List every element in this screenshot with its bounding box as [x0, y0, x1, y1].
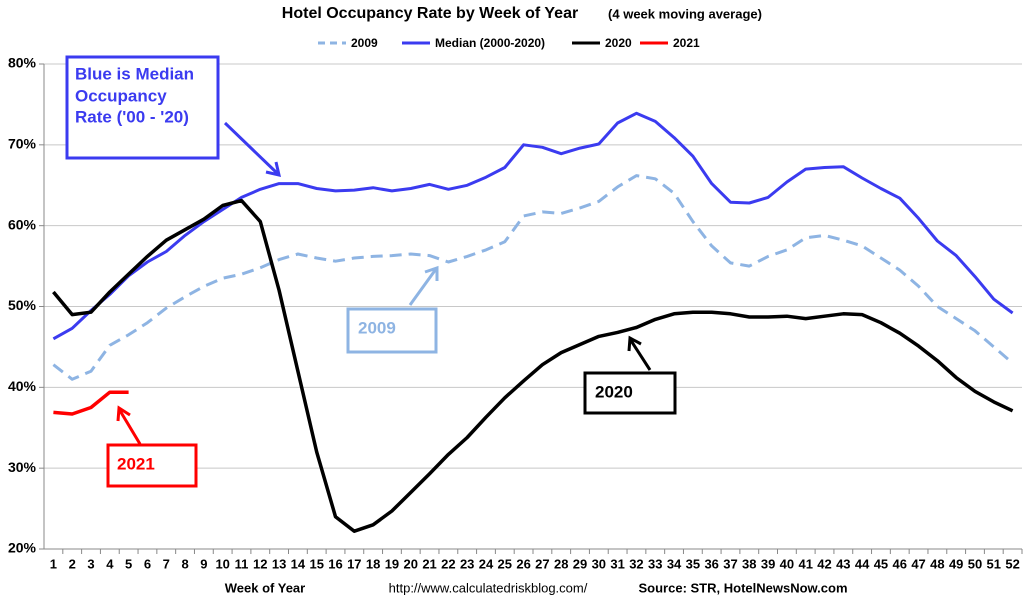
y-tick-label: 80%	[8, 55, 37, 71]
annotation-text: 2020	[595, 382, 633, 401]
x-tick-label: 4	[106, 556, 114, 571]
legend-label: 2020	[605, 36, 632, 50]
x-tick-label: 11	[235, 556, 249, 571]
annotation-box	[346, 307, 438, 354]
annotation-box	[106, 443, 198, 488]
x-tick-label: 20	[404, 556, 418, 571]
annotation-2020: 2020	[583, 335, 677, 415]
annotation-arrow	[408, 265, 439, 306]
x-tick-label: 9	[200, 556, 207, 571]
x-tick-label: 48	[930, 556, 944, 571]
annotation-text: Blue is Median	[75, 64, 194, 83]
x-tick-label: 18	[366, 556, 380, 571]
series-line	[53, 390, 129, 416]
footer-url: http://www.calculatedriskblog.com/	[389, 580, 588, 595]
x-tick-label: 52	[1005, 556, 1019, 571]
chart-subtitle: (4 week moving average)	[608, 6, 762, 21]
x-tick-label: 19	[385, 556, 399, 571]
x-tick-label: 43	[836, 556, 850, 571]
x-tick-label: 37	[723, 556, 737, 571]
x-tick-label: 46	[893, 556, 907, 571]
x-tick-label: 44	[855, 556, 870, 571]
x-tick-label: 51	[987, 556, 1001, 571]
x-tick-label: 29	[573, 556, 587, 571]
annotation-2009: 2009	[346, 265, 439, 354]
x-tick-label: 47	[911, 556, 925, 571]
x-tick-label: 40	[780, 556, 794, 571]
y-tick-label: 60%	[8, 216, 37, 232]
legend-label: 2009	[351, 36, 378, 50]
x-tick-label: 31	[610, 556, 624, 571]
y-tick-label: 50%	[8, 297, 37, 313]
x-tick-label: 28	[554, 556, 568, 571]
x-tick-label: 42	[817, 556, 831, 571]
x-tick-label: 45	[874, 556, 888, 571]
legend-label: Median (2000-2020)	[435, 36, 545, 50]
annotation-text: Rate ('00 - '20)	[75, 107, 189, 126]
x-tick-label: 7	[163, 556, 170, 571]
x-tick-label: 10	[215, 556, 229, 571]
y-tick-label: 20%	[8, 540, 37, 556]
x-tick-label: 15	[309, 556, 323, 571]
annotation-text: Occupancy	[75, 86, 167, 105]
series-line	[52, 174, 1014, 381]
x-tick-label: 12	[253, 556, 267, 571]
x-tick-label: 21	[422, 556, 436, 571]
annotation-text: 2021	[117, 454, 155, 473]
x-tick-label: 14	[291, 556, 306, 571]
annotation-2021: 2021	[106, 405, 198, 488]
y-tick-label: 70%	[8, 136, 37, 152]
x-tick-label: 34	[667, 556, 682, 571]
x-tick-label: 30	[592, 556, 606, 571]
annotation-arrow	[116, 405, 142, 445]
x-tick-label: 33	[648, 556, 662, 571]
x-axis-label: Week of Year	[225, 580, 305, 595]
x-tick-label: 2	[69, 556, 76, 571]
x-tick-label: 26	[516, 556, 530, 571]
x-tick-label: 25	[498, 556, 512, 571]
source: Source: STR, HotelNewsNow.com	[639, 580, 848, 595]
x-tick-label: 6	[144, 556, 151, 571]
x-tick-label: 41	[798, 556, 812, 571]
x-tick-label: 36	[704, 556, 718, 571]
x-tick-label: 32	[629, 556, 643, 571]
annotation-text: 2009	[358, 318, 396, 337]
x-tick-label: 27	[535, 556, 549, 571]
x-tick-label: 3	[87, 556, 94, 571]
x-tick-label: 1	[50, 556, 57, 571]
annotation-arrow	[223, 121, 282, 178]
x-tick-label: 50	[968, 556, 982, 571]
y-tick-label: 40%	[8, 378, 37, 394]
annotation-median: Blue is Median Occupancy Rate ('00 - '20…	[65, 55, 282, 178]
y-tick-label: 30%	[8, 459, 37, 475]
chart-title: Hotel Occupancy Rate by Week of Year	[282, 5, 578, 22]
x-tick-label: 5	[125, 556, 132, 571]
x-tick-label: 24	[479, 556, 494, 571]
x-tick-label: 16	[328, 556, 342, 571]
x-tick-label: 49	[949, 556, 963, 571]
series-line	[52, 198, 1014, 533]
x-tick-label: 38	[742, 556, 756, 571]
annotation-box	[65, 55, 220, 160]
annotation-box	[583, 371, 677, 415]
x-tick-label: 13	[272, 556, 286, 571]
x-tick-label: 22	[441, 556, 455, 571]
x-tick-label: 8	[181, 556, 188, 571]
x-tick-label: 35	[686, 556, 700, 571]
x-tick-label: 17	[347, 556, 361, 571]
annotation-arrow	[627, 335, 652, 371]
series-line	[52, 111, 1014, 341]
x-tick-label: 39	[761, 556, 775, 571]
legend-label: 2021	[673, 36, 700, 50]
x-tick-label: 23	[460, 556, 474, 571]
